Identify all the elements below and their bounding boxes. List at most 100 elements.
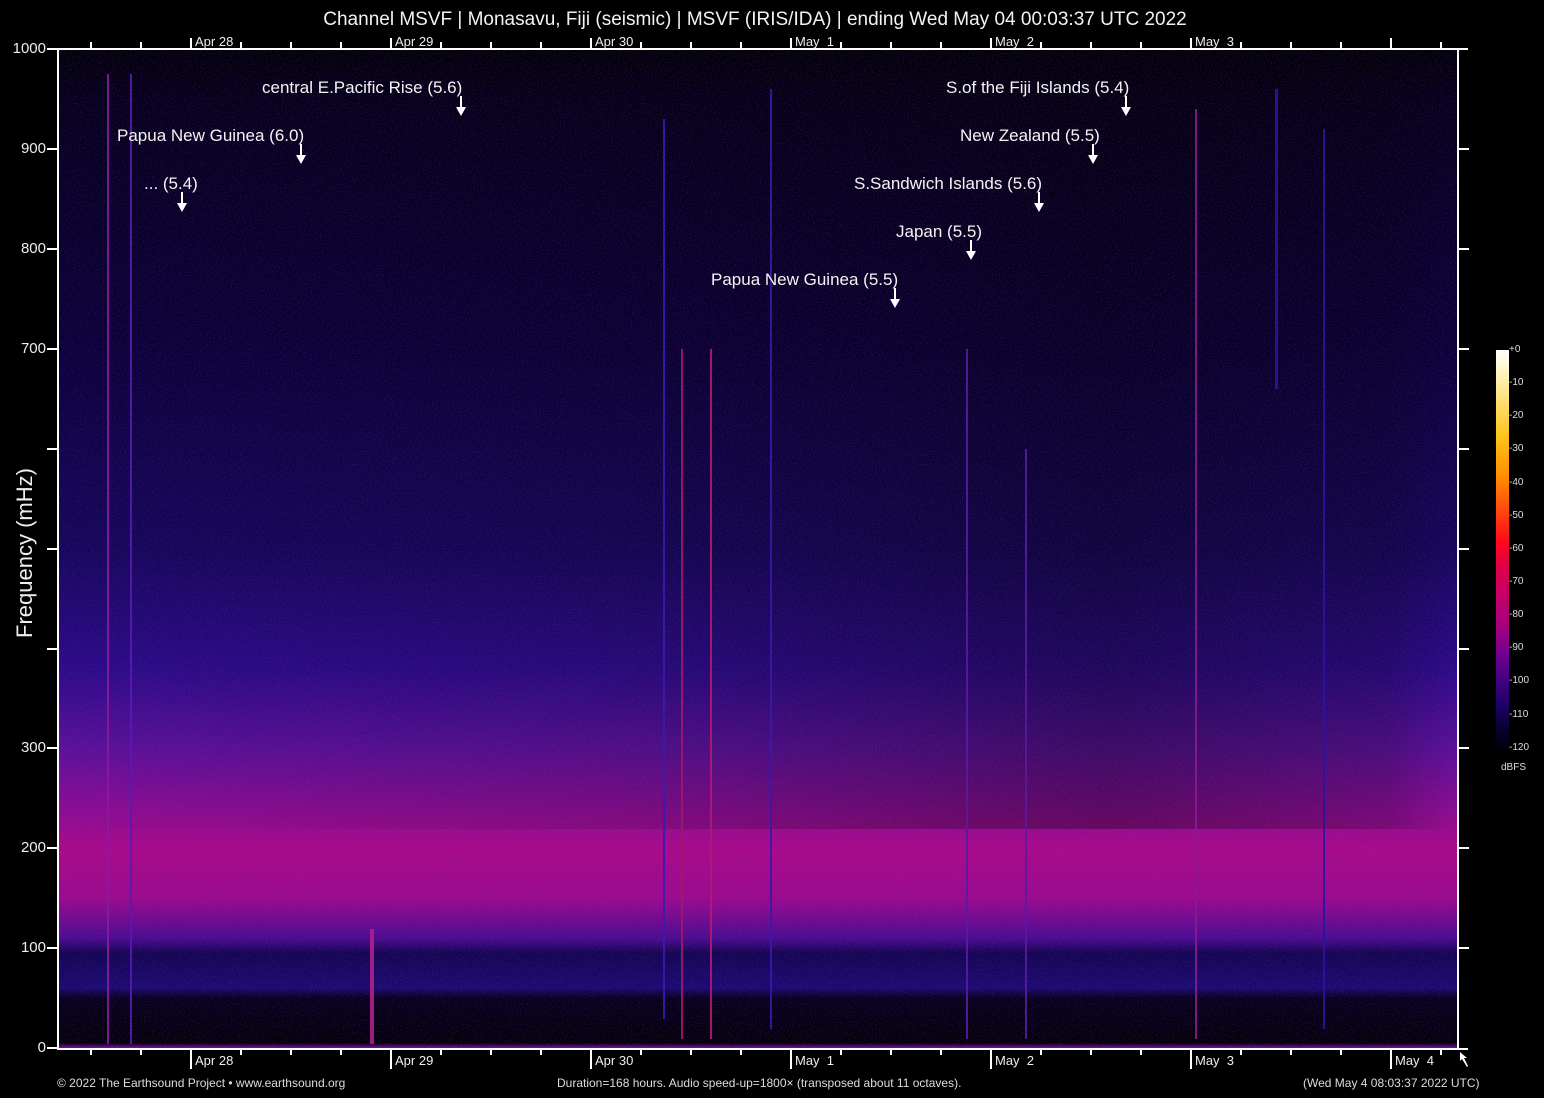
colorbar-label: -90	[1509, 642, 1524, 653]
x-minor-tick	[1090, 42, 1092, 48]
colorbar-label: -50	[1509, 510, 1524, 521]
x-minor-tick	[840, 1049, 842, 1055]
x-minor-tick	[690, 1049, 692, 1055]
x-major-tick	[990, 38, 992, 48]
x-minor-tick	[540, 1049, 542, 1055]
down-arrow-icon	[177, 192, 187, 212]
x-major-tick	[190, 38, 192, 48]
x-minor-tick	[340, 1049, 342, 1055]
x-minor-tick	[1340, 42, 1342, 48]
x-label-top: May 3	[1195, 34, 1235, 49]
y-tick	[47, 548, 57, 550]
colorbar-label: -40	[1509, 477, 1524, 488]
colorbar-label: -20	[1509, 410, 1524, 421]
down-arrow-icon	[296, 144, 306, 164]
x-minor-tick	[140, 1049, 142, 1055]
x-label-bottom: Apr 30	[595, 1053, 634, 1068]
x-label-top: Apr 29	[395, 34, 434, 49]
x-minor-tick	[490, 1049, 492, 1055]
x-minor-tick	[490, 42, 492, 48]
x-minor-tick	[1290, 42, 1292, 48]
x-major-tick	[1390, 1049, 1392, 1069]
colorbar-label: -100	[1509, 675, 1530, 686]
y-label: 700	[20, 340, 46, 357]
event-label: central E.Pacific Rise (5.6)	[262, 78, 463, 97]
generated-timestamp: (Wed May 4 08:03:37 2022 UTC)	[1303, 1076, 1480, 1090]
y-tick	[1459, 248, 1469, 250]
x-major-tick	[190, 1049, 192, 1069]
y-label: 800	[20, 240, 46, 257]
x-minor-tick	[1440, 42, 1442, 48]
colorbar-label: -30	[1509, 443, 1524, 454]
y-axis-title: Frequency (mHz)	[12, 468, 37, 638]
y-tick	[1459, 448, 1469, 450]
y-tick	[1459, 847, 1469, 849]
colorbar-label: -120	[1509, 742, 1530, 753]
y-tick	[47, 947, 57, 949]
chart-title: Channel MSVF | Monasavu, Fiji (seismic) …	[323, 9, 1187, 30]
x-major-tick	[590, 38, 592, 48]
x-minor-tick	[90, 42, 92, 48]
y-tick	[47, 148, 57, 150]
x-minor-tick	[1040, 1049, 1042, 1055]
event-label: ... (5.4)	[144, 174, 198, 193]
down-arrow-icon	[456, 96, 466, 116]
y-label: 200	[20, 839, 46, 856]
y-tick	[47, 348, 57, 350]
x-minor-tick	[690, 42, 692, 48]
plot-frame-bottom	[57, 1048, 1468, 1050]
y-tick	[47, 747, 57, 749]
colorbar-label: -10	[1509, 377, 1524, 388]
x-minor-tick	[240, 42, 242, 48]
event-label: S.Sandwich Islands (5.6)	[854, 174, 1043, 193]
x-minor-tick	[290, 42, 292, 48]
x-minor-tick	[640, 1049, 642, 1055]
x-minor-tick	[740, 42, 742, 48]
x-minor-tick	[1440, 1049, 1442, 1055]
x-minor-tick	[940, 1049, 942, 1055]
x-minor-tick	[1040, 42, 1042, 48]
colorbar-label: -60	[1509, 543, 1524, 554]
y-label: 0	[37, 1039, 46, 1056]
x-major-tick	[1190, 38, 1192, 48]
x-minor-tick	[1240, 1049, 1242, 1055]
event-label: S.of the Fiji Islands (5.4)	[946, 78, 1130, 97]
x-minor-tick	[440, 42, 442, 48]
x-minor-tick	[1090, 1049, 1092, 1055]
x-major-tick	[590, 1049, 592, 1069]
down-arrow-icon	[966, 240, 976, 260]
y-tick	[47, 248, 57, 250]
x-minor-tick	[1240, 42, 1242, 48]
x-label-bottom: May 3	[1195, 1053, 1235, 1068]
x-minor-tick	[940, 42, 942, 48]
plot-frame-top	[57, 48, 1468, 50]
x-label-bottom: Apr 28	[195, 1053, 234, 1068]
x-minor-tick	[890, 1049, 892, 1055]
x-label-top: Apr 28	[195, 34, 234, 49]
colorbar	[1496, 350, 1509, 748]
spectrogram-heatmap	[57, 49, 1458, 1048]
spectrogram-plot-area	[57, 49, 1458, 1048]
x-minor-tick	[240, 1049, 242, 1055]
event-label: New Zealand (5.5)	[960, 126, 1100, 145]
x-major-tick	[990, 1049, 992, 1069]
y-tick	[1459, 348, 1469, 350]
copyright-text: © 2022 The Earthsound Project • www.eart…	[57, 1076, 346, 1090]
y-tick	[47, 648, 57, 650]
x-label-bottom: Apr 29	[395, 1053, 434, 1068]
x-label-top: May 1	[795, 34, 835, 49]
x-minor-tick	[640, 42, 642, 48]
end-marker-arrow-icon	[1460, 1052, 1468, 1067]
plot-frame-left	[57, 48, 59, 1050]
x-label-top: Apr 30	[595, 34, 634, 49]
y-tick	[47, 448, 57, 450]
x-label-top: May 2	[995, 34, 1035, 49]
x-label-bottom: May 4	[1395, 1053, 1435, 1068]
x-minor-tick	[540, 42, 542, 48]
x-minor-tick	[290, 1049, 292, 1055]
x-minor-tick	[140, 42, 142, 48]
colorbar-unit: dBFS	[1501, 762, 1527, 773]
y-label: 1000	[12, 40, 46, 57]
y-tick	[47, 48, 57, 50]
y-tick	[1459, 648, 1469, 650]
